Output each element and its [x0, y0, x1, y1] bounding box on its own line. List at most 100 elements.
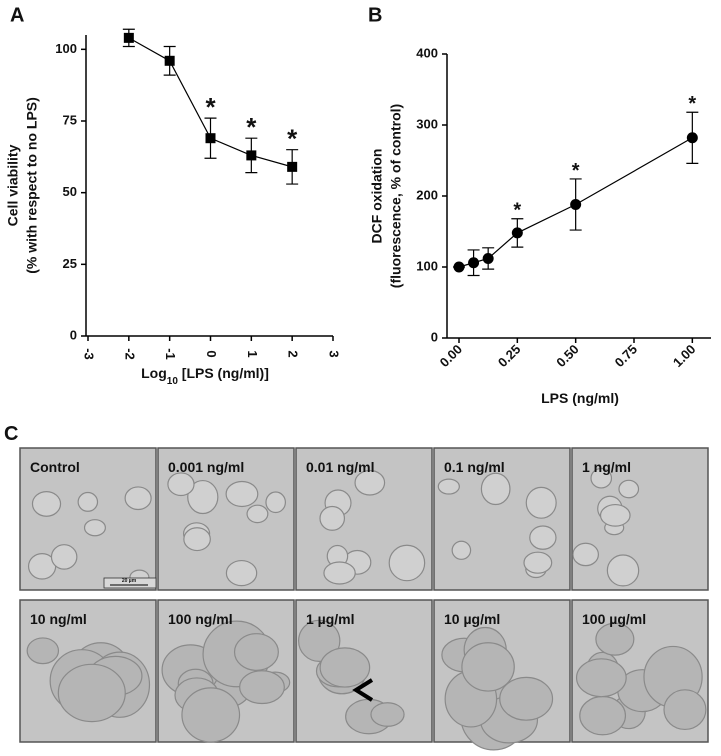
- cell: [529, 525, 557, 550]
- annotation: *: [287, 124, 298, 154]
- point: [453, 261, 465, 273]
- y-tick-label: 0: [431, 329, 438, 344]
- y-tick-label: 75: [63, 112, 77, 127]
- x-tick-label: -2: [122, 348, 137, 360]
- x-tick-label: 2: [286, 350, 301, 357]
- x-axis-label: LPS (ng/ml): [541, 390, 619, 406]
- cell: [239, 670, 285, 705]
- cell: [183, 527, 211, 552]
- cell: [388, 544, 426, 582]
- y-axis-label: (fluorescence, % of control): [388, 104, 404, 288]
- panel-label: A: [10, 4, 24, 26]
- cell: [606, 554, 640, 587]
- cell: [437, 478, 460, 495]
- x-tick-label: -3: [82, 348, 97, 360]
- cell: [225, 480, 259, 508]
- annotation: *: [246, 112, 257, 142]
- cell: [233, 633, 279, 671]
- x-axis-label-part: Log: [141, 365, 167, 381]
- micrograph-label: 100 ng/ml: [168, 611, 233, 627]
- point: [287, 161, 298, 172]
- point: [246, 150, 257, 161]
- point: [570, 199, 582, 211]
- y-tick-label: 50: [63, 184, 77, 199]
- cell: [595, 622, 635, 656]
- micrograph-label: 0.001 ng/ml: [168, 459, 244, 475]
- cell: [319, 505, 346, 531]
- micrograph-label: 10 ng/ml: [30, 611, 87, 627]
- cell: [83, 519, 106, 537]
- cell: [451, 540, 472, 560]
- cell: [523, 551, 553, 574]
- y-tick-label: 100: [416, 258, 438, 273]
- point: [164, 55, 175, 66]
- y-axis-label: DCF oxidation: [369, 149, 385, 244]
- micrograph-label: Control: [30, 459, 80, 475]
- cell: [50, 544, 78, 570]
- cell: [354, 469, 386, 496]
- cell: [26, 637, 60, 665]
- y-tick-label: 200: [416, 187, 438, 202]
- y-tick-label: 0: [70, 327, 77, 342]
- x-tick-label: 1: [245, 350, 260, 357]
- cell: [265, 491, 287, 514]
- cell: [319, 647, 371, 688]
- point: [205, 133, 216, 144]
- scale-bar-label: 20 µm: [122, 578, 137, 584]
- x-axis-label: Log10 [LPS (ng/ml)]: [141, 365, 269, 387]
- cell: [31, 490, 62, 517]
- cell: [77, 491, 99, 512]
- cell: [461, 642, 515, 692]
- point: [482, 252, 494, 264]
- cell: [572, 542, 599, 567]
- x-tick-label: 3: [327, 350, 342, 357]
- x-axis-label-part: 10: [167, 376, 179, 387]
- panel-label: B: [368, 4, 382, 26]
- micrograph-label: 1 µg/ml: [306, 611, 355, 627]
- cell: [370, 702, 405, 727]
- cell: [618, 479, 640, 499]
- panel-label: C: [4, 423, 18, 445]
- x-tick-label: 0: [204, 350, 219, 357]
- cell: [246, 504, 269, 524]
- scale-bar-box: [103, 577, 157, 589]
- cell: [525, 486, 557, 519]
- micrograph-label: 0.1 ng/ml: [444, 459, 505, 475]
- cell: [599, 503, 631, 527]
- y-axis-label: (% with respect to no LPS): [24, 97, 40, 274]
- cell: [579, 695, 627, 736]
- point: [468, 257, 480, 269]
- cell: [298, 619, 341, 662]
- micrograph: [157, 447, 295, 591]
- cell: [323, 561, 356, 585]
- cell: [480, 472, 511, 506]
- y-tick-label: 100: [55, 41, 77, 56]
- cell: [181, 687, 241, 743]
- cell: [57, 663, 126, 723]
- cell: [124, 486, 152, 511]
- micrograph-label: 0.01 ng/ml: [306, 459, 374, 475]
- point: [123, 32, 134, 43]
- arrow-head: [352, 678, 374, 702]
- x-tick-label: -1: [163, 348, 178, 360]
- y-tick-label: 300: [416, 116, 438, 131]
- cell: [663, 689, 707, 731]
- x-axis-label-part: [LPS (ng/ml)]: [178, 365, 269, 381]
- micrograph-label: 100 µg/ml: [582, 611, 646, 627]
- x-axis-label-part: LPS (ng/ml): [541, 390, 619, 406]
- y-tick-label: 400: [416, 45, 438, 60]
- point: [686, 132, 698, 144]
- cell: [167, 472, 195, 497]
- y-tick-label: 25: [63, 256, 77, 271]
- cell: [225, 559, 258, 587]
- panel-c: C Control 0.001 ng/ml 0.01 ng/ml 0.1 ng/ml 1 …: [4, 423, 709, 751]
- point: [511, 227, 523, 239]
- annotation: *: [572, 160, 580, 182]
- cell: [575, 658, 627, 698]
- annotation: *: [205, 92, 216, 122]
- micrograph-label: 10 µg/ml: [444, 611, 500, 627]
- annotation: *: [513, 200, 521, 222]
- annotation: *: [688, 93, 696, 115]
- y-axis-label: Cell viability: [5, 144, 21, 226]
